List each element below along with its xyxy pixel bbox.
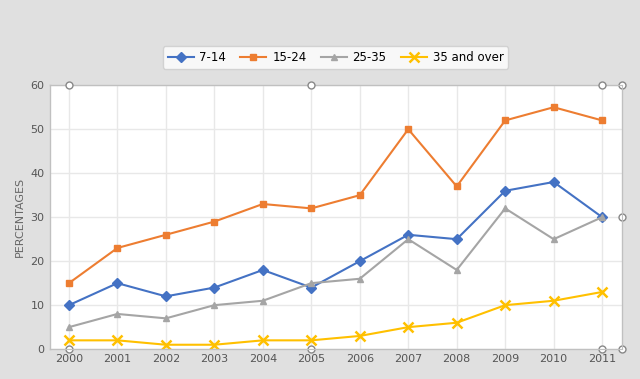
Line: 25-35: 25-35 <box>65 205 605 330</box>
Line: 15-24: 15-24 <box>65 104 605 287</box>
15-24 <box>211 219 218 224</box>
25-35 <box>501 206 509 211</box>
15-24 <box>65 281 73 285</box>
Y-axis label: PERCENTAGES: PERCENTAGES <box>15 177 25 257</box>
7-14 <box>356 259 364 263</box>
7-14 <box>162 294 170 299</box>
25-35 <box>453 268 461 272</box>
7-14 <box>307 285 315 290</box>
15-24 <box>113 246 121 250</box>
15-24 <box>598 118 606 123</box>
25-35 <box>598 215 606 219</box>
35 and over <box>550 299 557 303</box>
35 and over <box>162 343 170 347</box>
15-24 <box>356 193 364 197</box>
7-14 <box>211 285 218 290</box>
7-14 <box>404 232 412 237</box>
35 and over <box>356 334 364 338</box>
15-24 <box>550 105 557 110</box>
25-35 <box>162 316 170 321</box>
35 and over <box>211 343 218 347</box>
7-14 <box>501 188 509 193</box>
25-35 <box>259 299 267 303</box>
35 and over <box>404 325 412 329</box>
7-14 <box>65 303 73 307</box>
25-35 <box>113 312 121 316</box>
35 and over <box>259 338 267 343</box>
7-14 <box>259 268 267 272</box>
25-35 <box>550 237 557 241</box>
15-24 <box>453 184 461 189</box>
7-14 <box>550 180 557 184</box>
15-24 <box>162 232 170 237</box>
35 and over <box>113 338 121 343</box>
7-14 <box>598 215 606 219</box>
7-14 <box>113 281 121 285</box>
35 and over <box>598 290 606 294</box>
25-35 <box>356 277 364 281</box>
15-24 <box>404 127 412 132</box>
Line: 35 and over: 35 and over <box>64 287 607 349</box>
25-35 <box>404 237 412 241</box>
7-14 <box>453 237 461 241</box>
Legend: 7-14, 15-24, 25-35, 35 and over: 7-14, 15-24, 25-35, 35 and over <box>163 46 508 69</box>
25-35 <box>307 281 315 285</box>
35 and over <box>501 303 509 307</box>
35 and over <box>307 338 315 343</box>
15-24 <box>307 206 315 211</box>
35 and over <box>65 338 73 343</box>
25-35 <box>65 325 73 329</box>
25-35 <box>211 303 218 307</box>
35 and over <box>453 321 461 325</box>
Line: 7-14: 7-14 <box>65 179 605 309</box>
15-24 <box>501 118 509 123</box>
15-24 <box>259 202 267 206</box>
